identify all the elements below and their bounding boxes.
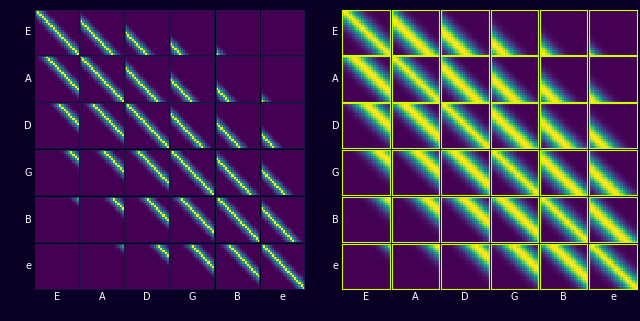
- Y-axis label: G: G: [332, 168, 339, 178]
- Y-axis label: A: A: [332, 74, 339, 84]
- X-axis label: B: B: [234, 292, 241, 302]
- Y-axis label: e: e: [332, 261, 339, 271]
- X-axis label: A: A: [412, 292, 419, 302]
- X-axis label: e: e: [279, 292, 285, 302]
- X-axis label: D: D: [143, 292, 151, 302]
- Y-axis label: e: e: [25, 261, 31, 271]
- X-axis label: A: A: [99, 292, 105, 302]
- X-axis label: E: E: [54, 292, 60, 302]
- Y-axis label: E: E: [25, 27, 31, 37]
- Y-axis label: A: A: [25, 74, 31, 84]
- Y-axis label: E: E: [332, 27, 339, 37]
- X-axis label: G: G: [511, 292, 518, 302]
- Y-axis label: B: B: [25, 214, 31, 224]
- X-axis label: E: E: [363, 292, 369, 302]
- X-axis label: B: B: [560, 292, 567, 302]
- Y-axis label: B: B: [332, 214, 339, 224]
- Y-axis label: G: G: [24, 168, 32, 178]
- X-axis label: D: D: [461, 292, 468, 302]
- Y-axis label: D: D: [24, 121, 32, 131]
- X-axis label: G: G: [188, 292, 196, 302]
- Y-axis label: D: D: [332, 121, 339, 131]
- X-axis label: e: e: [610, 292, 616, 302]
